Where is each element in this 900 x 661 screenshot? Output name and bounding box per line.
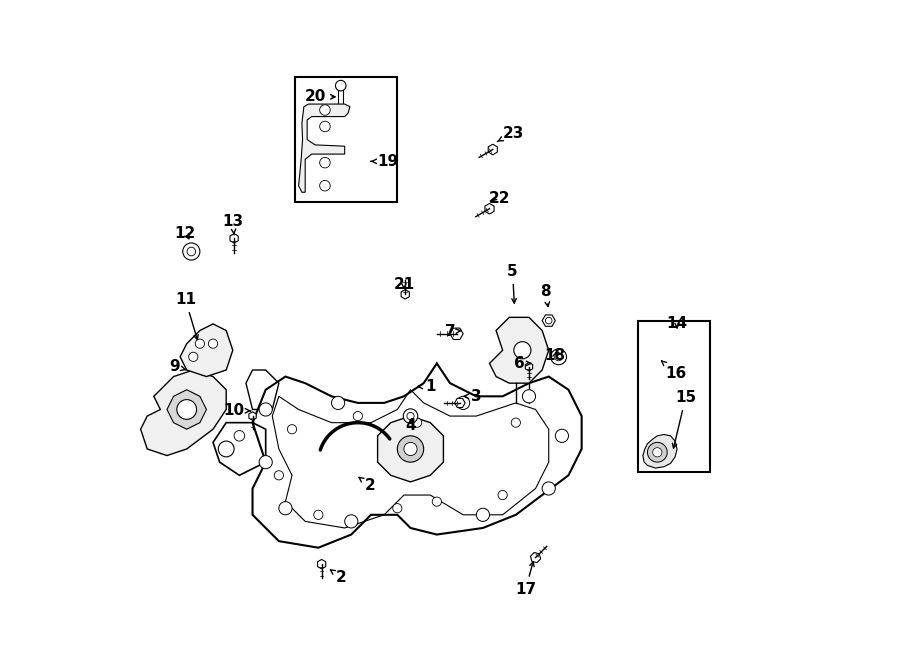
Text: 4: 4 [405,418,416,434]
Circle shape [314,510,323,520]
Circle shape [274,471,284,480]
Text: 10: 10 [223,403,250,418]
Circle shape [353,411,363,420]
Circle shape [404,442,417,455]
Circle shape [234,430,245,441]
Text: 7: 7 [445,325,461,339]
Circle shape [476,508,490,522]
Circle shape [183,243,200,260]
Circle shape [219,441,234,457]
Circle shape [498,490,508,500]
Circle shape [259,455,273,469]
Circle shape [320,157,330,168]
Text: 19: 19 [371,154,398,169]
Text: 13: 13 [222,214,243,235]
Circle shape [392,504,402,513]
Circle shape [522,390,536,403]
Polygon shape [299,104,350,192]
Polygon shape [488,144,498,155]
Circle shape [287,424,297,434]
Polygon shape [542,315,555,327]
Polygon shape [140,370,226,455]
Circle shape [403,408,418,423]
Polygon shape [643,434,677,468]
Circle shape [647,442,667,462]
Circle shape [209,339,218,348]
Circle shape [412,418,422,427]
Text: 11: 11 [175,292,198,340]
Polygon shape [249,412,256,420]
Text: 14: 14 [667,317,688,331]
Polygon shape [454,399,465,407]
Circle shape [320,180,330,191]
Circle shape [542,482,555,495]
Text: 21: 21 [393,277,415,292]
Circle shape [336,81,346,91]
Circle shape [345,515,358,528]
Text: 23: 23 [498,126,524,141]
Text: 9: 9 [169,359,185,374]
Circle shape [320,104,330,115]
Text: 16: 16 [662,361,687,381]
Polygon shape [450,328,464,340]
Text: 17: 17 [515,562,536,597]
Polygon shape [530,553,541,563]
Text: 2: 2 [330,570,346,585]
Text: 6: 6 [515,356,531,371]
Circle shape [456,397,470,409]
Text: 12: 12 [175,225,196,241]
Circle shape [514,342,531,359]
Circle shape [176,400,196,419]
Text: 2: 2 [359,477,375,492]
Circle shape [195,339,204,348]
Bar [637,321,710,472]
Text: 20: 20 [305,89,335,104]
Text: 1: 1 [418,379,436,394]
Polygon shape [180,324,233,377]
Circle shape [331,397,345,409]
Circle shape [397,436,424,462]
Polygon shape [485,204,494,214]
Text: 8: 8 [540,284,551,307]
Text: 3: 3 [464,389,482,404]
Circle shape [189,352,198,362]
Circle shape [555,429,569,442]
Bar [338,87,344,106]
Circle shape [652,447,662,457]
Circle shape [259,403,273,416]
Polygon shape [230,233,238,243]
Text: 15: 15 [672,390,697,448]
Circle shape [432,497,441,506]
Polygon shape [490,317,549,383]
Polygon shape [378,416,444,482]
Polygon shape [645,357,653,364]
Polygon shape [167,390,206,429]
Text: 18: 18 [544,348,566,363]
Polygon shape [401,290,410,299]
Circle shape [551,349,566,365]
Polygon shape [526,362,533,371]
Text: 5: 5 [508,264,518,303]
Circle shape [279,502,292,515]
Polygon shape [318,559,326,569]
Circle shape [511,418,520,427]
Bar [295,77,397,202]
Circle shape [320,121,330,132]
Text: 22: 22 [489,191,510,206]
